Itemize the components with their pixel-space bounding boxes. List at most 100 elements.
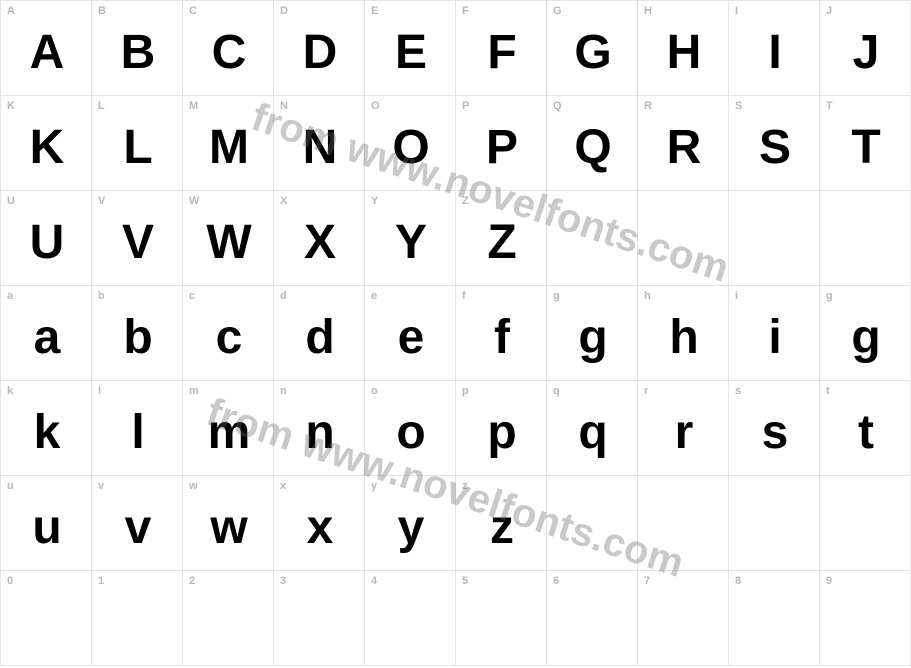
glyph-cell: DD (273, 0, 364, 95)
glyph-cell-glyph: U (1, 199, 91, 285)
glyph-cell (637, 475, 728, 570)
glyph-cell-glyph (638, 199, 728, 285)
glyph-cell-glyph: C (183, 9, 273, 95)
glyph-cell: oo (364, 380, 455, 475)
glyph-cell-glyph: r (638, 389, 728, 475)
glyph-cell-label: q (553, 385, 560, 397)
glyph-cell-label: f (462, 290, 466, 302)
glyph-cell-glyph: D (274, 9, 364, 95)
glyph-cell-label: u (7, 480, 14, 492)
glyph-cell: 0 (0, 570, 91, 665)
glyph-cell-label: p (462, 385, 469, 397)
glyph-cell-label: A (7, 5, 15, 17)
glyph-cell: YY (364, 190, 455, 285)
glyph-cell: hh (637, 285, 728, 380)
glyph-cell-label: S (735, 100, 742, 112)
glyph-cell-glyph (456, 579, 546, 665)
glyph-cell: 3 (273, 570, 364, 665)
glyph-cell-label: r (644, 385, 648, 397)
glyph-cell-label: G (553, 5, 562, 17)
glyph-cell-glyph (547, 199, 637, 285)
glyph-cell: bb (91, 285, 182, 380)
glyph-cell-label: R (644, 100, 652, 112)
glyph-cell-label: F (462, 5, 469, 17)
glyph-cell-label: X (280, 195, 287, 207)
glyph-cell-label: s (735, 385, 741, 397)
glyph-cell-label: v (98, 480, 104, 492)
glyph-cell: pp (455, 380, 546, 475)
glyph-cell-glyph: x (274, 484, 364, 570)
glyph-cell-label: K (7, 100, 15, 112)
glyph-cell-glyph (183, 579, 273, 665)
glyph-cell: TT (819, 95, 910, 190)
glyph-cell (819, 475, 910, 570)
glyph-cell-glyph (820, 199, 910, 285)
glyph-cell: ff (455, 285, 546, 380)
glyph-cell-glyph: R (638, 104, 728, 190)
glyph-cell: FF (455, 0, 546, 95)
glyph-cell-label: H (644, 5, 652, 17)
glyph-cell-glyph: P (456, 104, 546, 190)
glyph-cell: OO (364, 95, 455, 190)
glyph-cell-label: L (98, 100, 105, 112)
glyph-cell-label: Q (553, 100, 562, 112)
glyph-cell-label: e (371, 290, 377, 302)
glyph-cell-label: 5 (462, 575, 468, 587)
glyph-cell-label: B (98, 5, 106, 17)
character-map-grid: AABBCCDDEEFFGGHHIIJJKKLLMMNNOOPPQQRRSSTT… (0, 0, 911, 666)
glyph-cell-glyph: E (365, 9, 455, 95)
glyph-cell-label: 8 (735, 575, 741, 587)
glyph-cell-glyph: n (274, 389, 364, 475)
glyph-cell-label: J (826, 5, 832, 17)
glyph-cell-glyph: L (92, 104, 182, 190)
glyph-cell-label: I (735, 5, 738, 17)
glyph-cell: ii (728, 285, 819, 380)
glyph-cell-label: b (98, 290, 105, 302)
glyph-cell-glyph: A (1, 9, 91, 95)
glyph-cell: SS (728, 95, 819, 190)
glyph-cell: NN (273, 95, 364, 190)
glyph-cell: cc (182, 285, 273, 380)
glyph-cell-label: g (553, 290, 560, 302)
glyph-cell: dd (273, 285, 364, 380)
glyph-cell-glyph: y (365, 484, 455, 570)
glyph-cell: AA (0, 0, 91, 95)
glyph-cell-label: 2 (189, 575, 195, 587)
glyph-cell-glyph: u (1, 484, 91, 570)
glyph-cell: RR (637, 95, 728, 190)
glyph-cell-label: n (280, 385, 287, 397)
glyph-cell-label: x (280, 480, 286, 492)
glyph-cell: JJ (819, 0, 910, 95)
glyph-cell-glyph: Y (365, 199, 455, 285)
glyph-cell: KK (0, 95, 91, 190)
glyph-cell-label: U (7, 195, 15, 207)
glyph-cell: gg (546, 285, 637, 380)
glyph-cell: zz (455, 475, 546, 570)
glyph-cell-glyph (92, 579, 182, 665)
glyph-cell-glyph: S (729, 104, 819, 190)
glyph-cell: ss (728, 380, 819, 475)
glyph-cell-label: w (189, 480, 198, 492)
glyph-cell: vv (91, 475, 182, 570)
glyph-cell-label: t (826, 385, 830, 397)
glyph-cell: CC (182, 0, 273, 95)
glyph-cell-label: i (735, 290, 738, 302)
glyph-cell: uu (0, 475, 91, 570)
glyph-cell-glyph: a (1, 294, 91, 380)
glyph-cell: BB (91, 0, 182, 95)
glyph-cell-label: c (189, 290, 195, 302)
glyph-cell: UU (0, 190, 91, 285)
glyph-cell-glyph (729, 579, 819, 665)
glyph-cell: mm (182, 380, 273, 475)
glyph-cell-label: V (98, 195, 105, 207)
glyph-cell (637, 190, 728, 285)
glyph-cell: WW (182, 190, 273, 285)
glyph-cell-label: 9 (826, 575, 832, 587)
glyph-cell-glyph: e (365, 294, 455, 380)
glyph-cell-label: N (280, 100, 288, 112)
glyph-cell: 8 (728, 570, 819, 665)
glyph-cell-glyph: T (820, 104, 910, 190)
glyph-cell-glyph (729, 484, 819, 570)
glyph-cell: 2 (182, 570, 273, 665)
glyph-cell-glyph: I (729, 9, 819, 95)
